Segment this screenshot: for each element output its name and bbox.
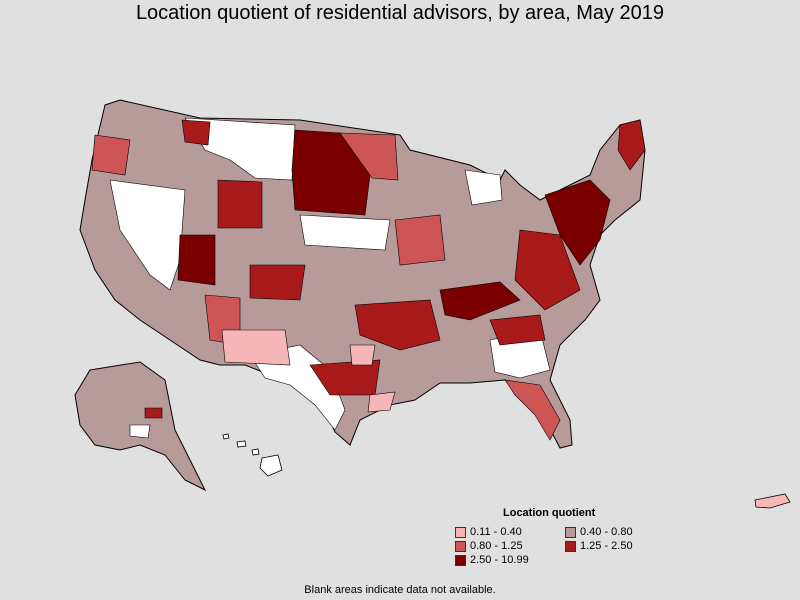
map-title: Location quotient of residential advisor… <box>135 2 665 24</box>
lq-midatlantic-region <box>514 229 581 311</box>
legend-title: Location quotient <box>503 507 596 519</box>
legend-label: 1.25 - 2.50 <box>580 540 633 552</box>
legend-swatch <box>455 540 466 552</box>
legend-item: 0.80 - 1.25 <box>455 540 565 552</box>
legend-item: 0.40 - 0.80 <box>565 526 675 538</box>
legend-label: 0.40 - 0.80 <box>580 526 633 538</box>
no-data-west-region <box>109 179 186 291</box>
lq-south-region <box>354 299 441 351</box>
lq-oregon-region <box>91 134 131 176</box>
lq-utah-region <box>177 234 216 286</box>
lq-maine-region <box>617 119 646 171</box>
legend-swatch <box>565 540 576 552</box>
legend-swatch <box>455 554 466 566</box>
legend-item: 1.25 - 2.50 <box>565 540 675 552</box>
no-data-michigan-region <box>464 169 503 206</box>
footnote: Blank areas indicate data not available. <box>304 584 496 596</box>
legend-item: 2.50 - 10.99 <box>455 554 565 566</box>
lq-tennessee-region <box>439 281 521 321</box>
alaska-region-no-data <box>129 424 151 439</box>
legend-label: 0.80 - 1.25 <box>470 540 523 552</box>
lq-mississippi-region <box>349 344 376 366</box>
lq-minnesota-region <box>339 132 399 181</box>
lq-midwest-region <box>394 214 446 266</box>
alaska-region-dark <box>144 407 163 419</box>
lq-washington-region <box>181 119 211 146</box>
legend: Location quotient 0.11 - 0.40 0.40 - 0.8… <box>455 507 695 566</box>
hawaii-area <box>222 433 283 477</box>
lq-new-mexico-region <box>221 329 291 366</box>
lq-wyoming-region <box>217 179 263 229</box>
no-data-montana-region <box>184 117 296 181</box>
puerto-rico-area <box>754 493 791 509</box>
legend-item: 0.11 - 0.40 <box>455 526 565 538</box>
legend-label: 0.11 - 0.40 <box>470 526 522 538</box>
legend-grid: 0.11 - 0.40 0.40 - 0.80 0.80 - 1.25 1.25… <box>455 526 695 566</box>
choropleth-map <box>74 99 791 509</box>
lq-florida-region <box>504 379 561 441</box>
lq-louisiana-region <box>367 391 396 413</box>
no-data-nebraska-region <box>299 214 391 251</box>
legend-label: 2.50 - 10.99 <box>470 554 529 566</box>
lq-georgia-region <box>489 314 546 346</box>
lq-colorado-region <box>249 264 306 301</box>
legend-swatch <box>565 526 576 538</box>
legend-swatch <box>455 526 466 538</box>
